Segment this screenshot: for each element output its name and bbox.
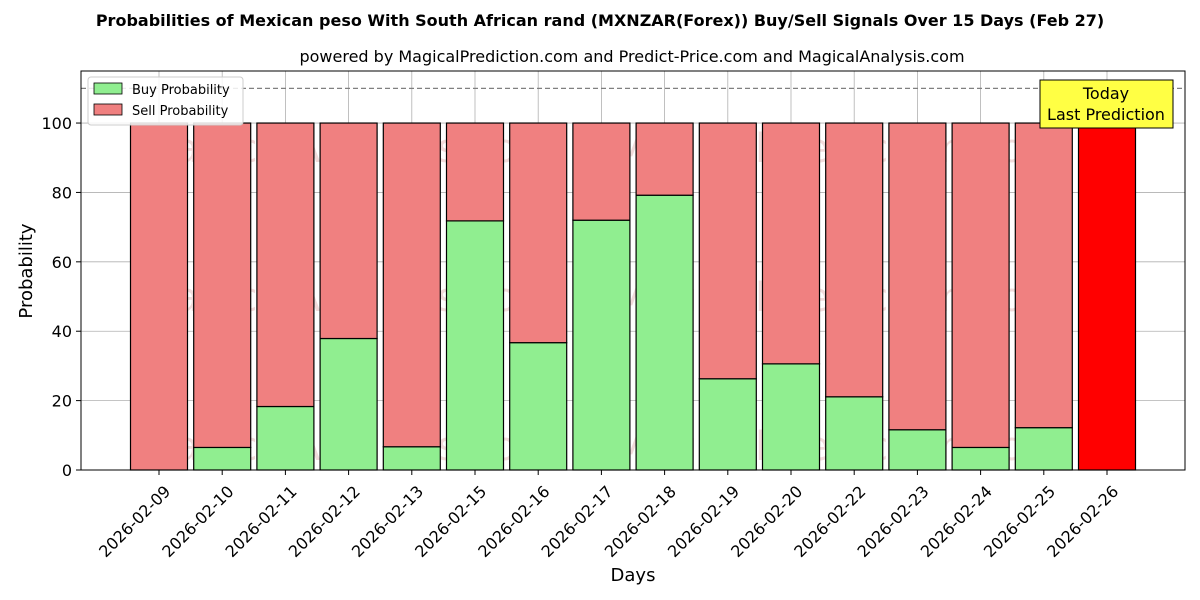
x-axis-label: Days bbox=[611, 565, 656, 586]
today-annotation: Today Last Prediction bbox=[1039, 79, 1174, 129]
legend-sell-label: Sell Probability bbox=[132, 104, 229, 119]
y-axis-ticks: 0 20 40 60 80 100 bbox=[41, 114, 81, 480]
bar-buy-2026-02-19 bbox=[698, 378, 757, 471]
bar-sell-2026-02-18 bbox=[635, 122, 694, 196]
chart-title: Probabilities of Mexican peso With South… bbox=[96, 11, 1104, 30]
bar-buy-2026-02-25 bbox=[1014, 427, 1073, 471]
bar-buy-2026-02-10 bbox=[193, 446, 252, 471]
bar-sell-2026-02-10 bbox=[193, 122, 252, 449]
bar-sell-2026-02-25 bbox=[1014, 122, 1073, 429]
bar-buy-2026-02-20 bbox=[761, 363, 821, 471]
y-tick-label-60: 60 bbox=[52, 253, 72, 272]
bar-buy-2026-02-24 bbox=[951, 446, 1010, 471]
bar-buy-2026-02-13 bbox=[382, 446, 441, 471]
bars bbox=[129, 122, 1137, 471]
annotation-line-today: Today bbox=[1082, 84, 1129, 103]
bar-buy-2026-02-17 bbox=[572, 219, 631, 471]
legend-buy-swatch bbox=[93, 82, 123, 95]
bar-buy-2026-02-18 bbox=[635, 194, 694, 471]
y-tick-label-0: 0 bbox=[62, 461, 72, 480]
bar-sell-2026-02-17 bbox=[572, 122, 631, 221]
y-axis-label: Probability bbox=[16, 223, 37, 318]
y-tick-label-80: 80 bbox=[52, 183, 72, 202]
y-tick-label-20: 20 bbox=[52, 392, 72, 411]
bar-buy-2026-02-12 bbox=[319, 337, 378, 471]
legend-box bbox=[87, 76, 244, 126]
bar-buy-2026-02-11 bbox=[256, 405, 315, 471]
bar-sell-2026-02-22 bbox=[825, 122, 884, 398]
bar-sell-2026-02-23 bbox=[888, 122, 947, 431]
bar-sell-2026-02-26 bbox=[1077, 122, 1137, 471]
bar-buy-2026-02-15 bbox=[445, 220, 505, 471]
y-tick-label-100: 100 bbox=[41, 114, 72, 133]
annotation-box bbox=[1039, 79, 1174, 129]
bar-sell-2026-02-20 bbox=[761, 122, 821, 365]
bar-sell-2026-02-11 bbox=[256, 122, 315, 408]
legend-sell-swatch bbox=[93, 103, 123, 116]
legend: Buy Probability Sell Probability bbox=[87, 76, 244, 126]
bar-sell-2026-02-24 bbox=[951, 122, 1010, 449]
bar-sell-2026-02-15 bbox=[445, 122, 505, 222]
bar-buy-2026-02-22 bbox=[825, 396, 884, 471]
bar-sell-2026-02-16 bbox=[509, 122, 568, 344]
bar-sell-2026-02-13 bbox=[382, 122, 441, 448]
x-axis-ticks: 2026-02-092026-02-102026-02-112026-02-12… bbox=[95, 470, 1122, 561]
legend-buy-label: Buy Probability bbox=[132, 83, 230, 98]
bar-buy-2026-02-16 bbox=[509, 342, 568, 471]
axes-frame bbox=[80, 70, 1186, 471]
chart-subtitle: powered by MagicalPrediction.com and Pre… bbox=[299, 47, 964, 66]
bar-sell-2026-02-09 bbox=[129, 122, 189, 471]
bar-sell-2026-02-19 bbox=[698, 122, 757, 380]
annotation-line-last-prediction: Last Prediction bbox=[1047, 105, 1165, 124]
bar-buy-2026-02-23 bbox=[888, 429, 947, 471]
bar-sell-2026-02-12 bbox=[319, 122, 378, 340]
y-tick-label-40: 40 bbox=[52, 322, 72, 341]
